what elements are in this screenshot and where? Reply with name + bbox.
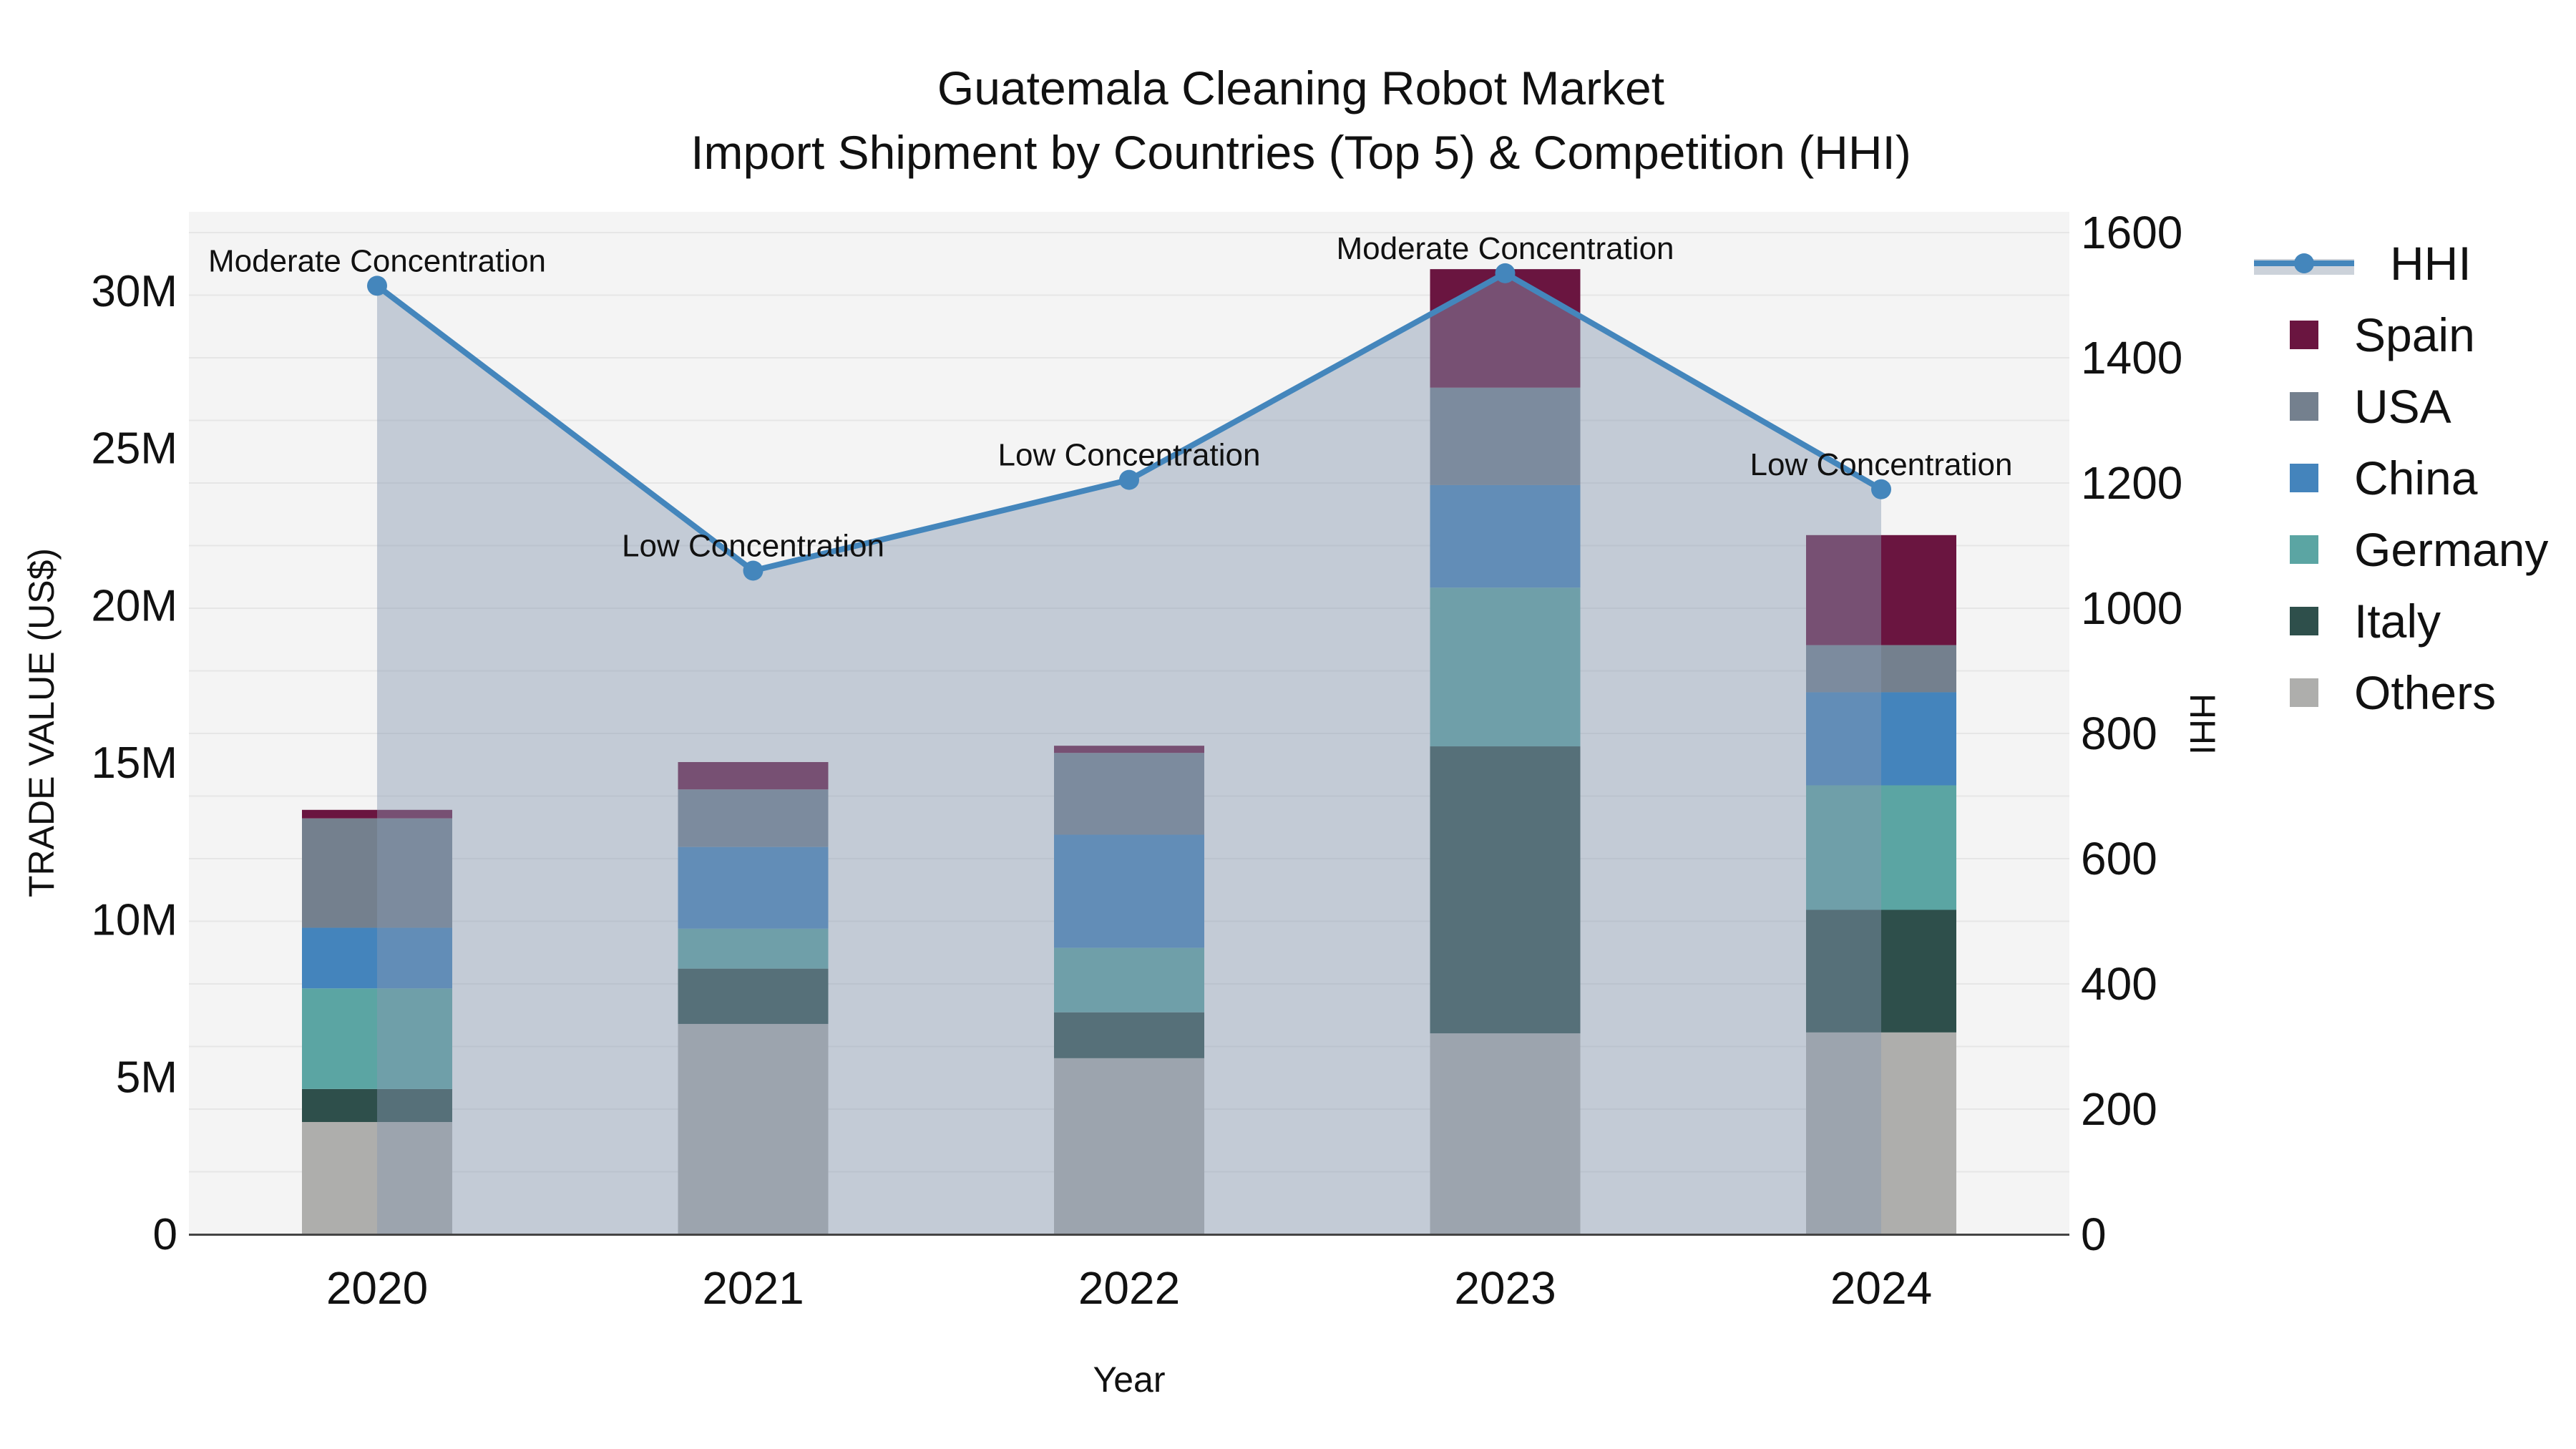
legend-swatch-china <box>2290 464 2318 492</box>
legend-label-germany: Germany <box>2354 523 2549 576</box>
legend-label-hhi: HHI <box>2390 237 2472 290</box>
legend-swatch-italy <box>2290 607 2318 635</box>
annotation-2021: Low Concentration <box>622 529 884 564</box>
right-axis-title: HHI <box>2182 693 2223 756</box>
bar-segment-spain-2021 <box>678 762 829 790</box>
annotation-2023: Moderate Concentration <box>1336 231 1674 266</box>
legend-label-china: China <box>2354 452 2478 504</box>
bar-segment-others-2020 <box>302 1122 452 1234</box>
legend-item-italy[interactable]: Italy <box>2254 585 2548 657</box>
bar-segment-china-2021 <box>678 847 829 929</box>
bar-segment-usa-2024 <box>1806 645 1956 693</box>
hhi-marker-swatch <box>2294 253 2314 273</box>
right-tick-1200: 1200 <box>2081 457 2182 509</box>
bar-segment-others-2024 <box>1806 1032 1956 1234</box>
right-tick-1400: 1400 <box>2081 332 2182 384</box>
left-tick-10M: 10M <box>91 896 177 945</box>
bar-segment-china-2024 <box>1806 692 1956 786</box>
bar-segment-usa-2021 <box>678 789 829 847</box>
bar-segment-spain-2024 <box>1806 535 1956 645</box>
bar-segment-germany-2024 <box>1806 785 1956 910</box>
legend-swatch-spain <box>2290 321 2318 349</box>
right-tick-1000: 1000 <box>2081 582 2182 634</box>
left-tick-5M: 5M <box>116 1053 177 1102</box>
hhi-marker-2024 <box>1871 479 1891 499</box>
x-tick-2023: 2023 <box>1454 1262 1556 1314</box>
bar-segment-others-2023 <box>1430 1033 1581 1234</box>
hhi-line-sample-icon <box>2254 242 2354 285</box>
hhi-marker-2023 <box>1495 263 1516 283</box>
legend-item-hhi[interactable]: HHI <box>2254 228 2548 299</box>
bar-segment-italy-2022 <box>1054 1012 1204 1058</box>
x-tick-2020: 2020 <box>326 1262 428 1314</box>
annotation-2022: Low Concentration <box>998 438 1261 473</box>
x-tick-2022: 2022 <box>1078 1262 1180 1314</box>
left-tick-30M: 30M <box>91 267 177 316</box>
annotation-2024: Low Concentration <box>1750 447 2013 482</box>
bar-segment-spain-2022 <box>1054 746 1204 753</box>
legend-swatch-germany <box>2290 535 2318 564</box>
bar-segment-italy-2024 <box>1806 909 1956 1033</box>
chart-title: Guatemala Cleaning Robot Market Import S… <box>644 56 1958 185</box>
right-tick-0: 0 <box>2081 1209 2107 1260</box>
bar-segment-others-2021 <box>678 1023 829 1234</box>
right-tick-600: 600 <box>2081 833 2157 884</box>
hhi-area-fill <box>377 273 1881 1234</box>
legend-label-others: Others <box>2354 666 2497 719</box>
legend-label-usa: USA <box>2354 380 2451 433</box>
right-tick-800: 800 <box>2081 708 2157 759</box>
bar-segment-germany-2021 <box>678 928 829 969</box>
bar-segment-spain-2023 <box>1430 269 1581 388</box>
bar-segment-germany-2022 <box>1054 947 1204 1013</box>
legend-swatch-others <box>2290 678 2318 707</box>
left-tick-25M: 25M <box>91 424 177 474</box>
hhi-marker-2021 <box>743 560 763 581</box>
bar-segment-usa-2023 <box>1430 387 1581 485</box>
legend-label-spain: Spain <box>2354 308 2475 361</box>
x-axis-title: Year <box>1093 1360 1166 1400</box>
bar-segment-italy-2021 <box>678 968 829 1024</box>
hhi-marker-2020 <box>367 275 387 296</box>
bar-segment-usa-2020 <box>302 818 452 928</box>
bar-segment-china-2020 <box>302 927 452 989</box>
bar-segment-germany-2023 <box>1430 587 1581 747</box>
legend-item-spain[interactable]: Spain <box>2254 299 2548 371</box>
bar-segment-china-2023 <box>1430 484 1581 588</box>
annotation-2020: Moderate Concentration <box>208 243 546 278</box>
right-tick-200: 200 <box>2081 1083 2157 1135</box>
bar-segment-china-2022 <box>1054 834 1204 948</box>
bar-segment-italy-2023 <box>1430 746 1581 1034</box>
legend-item-germany[interactable]: Germany <box>2254 514 2548 585</box>
left-tick-0: 0 <box>153 1210 177 1259</box>
bar-segment-usa-2022 <box>1054 753 1204 835</box>
left-tick-20M: 20M <box>91 581 177 630</box>
bar-segment-germany-2020 <box>302 988 452 1089</box>
right-tick-1600: 1600 <box>2081 207 2182 258</box>
bar-segment-spain-2020 <box>302 809 452 819</box>
legend-item-china[interactable]: China <box>2254 442 2548 514</box>
chart-title-line2: Import Shipment by Countries (Top 5) & C… <box>691 126 1911 179</box>
legend-swatch-usa <box>2290 392 2318 421</box>
x-tick-2024: 2024 <box>1830 1262 1932 1314</box>
legend-item-others[interactable]: Others <box>2254 657 2548 728</box>
right-tick-400: 400 <box>2081 958 2157 1010</box>
legend-item-usa[interactable]: USA <box>2254 371 2548 442</box>
bar-segment-others-2022 <box>1054 1058 1204 1234</box>
legend-label-italy: Italy <box>2354 595 2441 648</box>
chart-title-line1: Guatemala Cleaning Robot Market <box>937 62 1665 114</box>
x-tick-2021: 2021 <box>702 1262 804 1314</box>
legend: HHI Spain USA China Germany Italy Others <box>2254 228 2548 728</box>
left-tick-15M: 15M <box>91 738 177 788</box>
left-axis-title: TRADE VALUE (US$) <box>21 547 62 898</box>
bar-segment-italy-2020 <box>302 1088 452 1123</box>
hhi-marker-2022 <box>1119 469 1139 490</box>
